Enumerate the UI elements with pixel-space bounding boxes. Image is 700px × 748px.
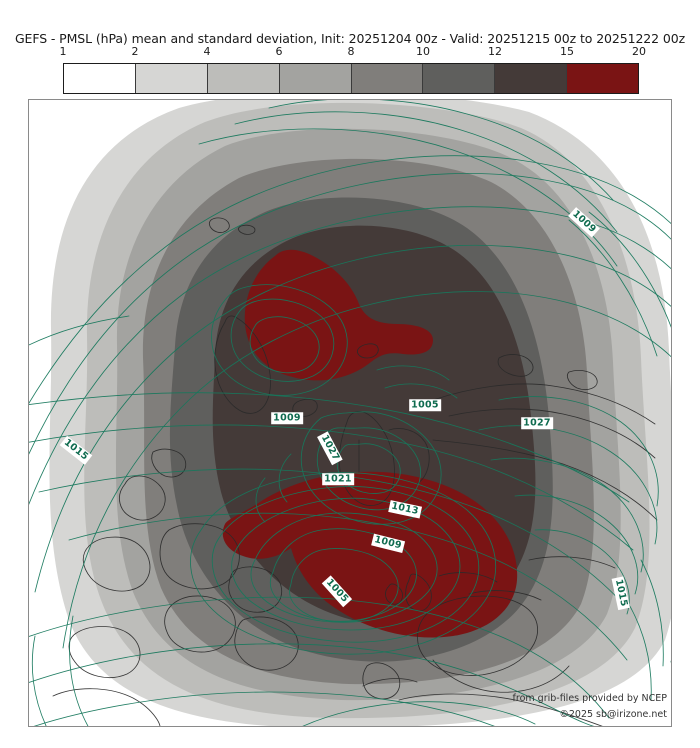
coastlines [52,217,658,726]
attribution-copyright: ©2025 sb@irizone.net [559,709,667,720]
colorbar-swatch-8-10 [351,64,424,93]
pmsl-contours [29,100,671,726]
colorbar-tick-1: 1 [59,45,67,58]
colorbar-swatches [63,63,639,94]
chart-title: GEFS - PMSL (hPa) mean and standard devi… [14,31,686,46]
colorbar-swatch-15-20 [567,64,638,93]
colorbar-tick-15: 15 [560,45,574,58]
colorbar-swatch-2-4 [135,64,208,93]
map-panel[interactable]: 1009 1015 1009 1005 1027 1027 1021 1013 1009 1005… [28,99,672,727]
colorbar-tick-20: 20 [632,45,646,58]
stddev-shading [49,100,671,726]
colorbar-swatch-6-8 [279,64,352,93]
colorbar-swatch-10-12 [423,64,496,93]
colorbar-swatch-4-6 [207,64,280,93]
contour-label-1027-4: 1027 [521,417,553,429]
colorbar-tick-2: 2 [131,45,139,58]
colorbar-swatch-1-2 [64,64,136,93]
colorbar-tick-10: 10 [416,45,430,58]
colorbar-tick-12: 12 [488,45,502,58]
map-canvas [29,100,671,726]
contour-label-1021-6: 1021 [322,473,354,485]
colorbar-swatch-12-15 [495,64,568,93]
attribution-source: from grib-files provided by NCEP [512,693,667,704]
colorbar-ticks: 1 2 4 6 8 10 12 15 20 [59,45,647,61]
colorbar-tick-4: 4 [203,45,211,58]
colorbar-tick-6: 6 [275,45,283,58]
contour-label-1005-3: 1005 [409,399,441,411]
colorbar-tick-8: 8 [347,45,355,58]
contour-label-1009-2: 1009 [271,412,303,424]
colorbar: 1 2 4 6 8 10 12 15 20 [60,45,646,94]
